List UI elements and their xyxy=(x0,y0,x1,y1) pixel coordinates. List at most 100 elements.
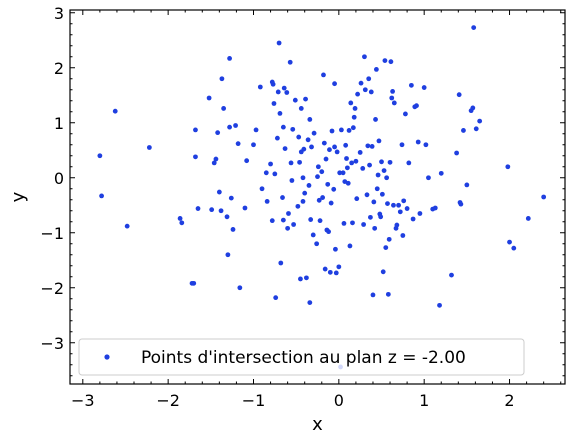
data-point xyxy=(507,239,512,245)
data-point xyxy=(308,217,314,222)
data-point xyxy=(389,95,395,101)
data-point xyxy=(97,153,103,159)
data-point xyxy=(269,218,275,224)
data-point xyxy=(406,160,412,166)
data-point xyxy=(328,200,334,206)
data-point xyxy=(403,111,408,117)
data-point xyxy=(385,291,391,297)
data-point xyxy=(307,300,313,305)
data-point xyxy=(271,101,277,106)
data-point xyxy=(383,245,389,251)
data-point xyxy=(295,203,301,209)
data-point xyxy=(321,72,326,78)
data-point xyxy=(244,158,250,164)
data-point xyxy=(112,108,118,114)
data-point xyxy=(292,97,298,103)
data-point xyxy=(458,201,464,207)
data-point xyxy=(353,158,359,164)
legend: Points d'intersection au plan z = -2.00 xyxy=(78,338,525,376)
data-point xyxy=(285,225,291,231)
data-point xyxy=(379,191,385,197)
y-tick-label: 1 xyxy=(54,114,64,133)
data-point xyxy=(362,54,367,60)
data-point xyxy=(382,58,388,63)
data-point xyxy=(289,178,295,183)
data-point xyxy=(381,168,387,174)
data-point xyxy=(281,85,287,91)
data-point xyxy=(124,223,130,229)
data-point xyxy=(305,137,311,143)
data-point xyxy=(541,194,547,200)
legend-box xyxy=(78,338,525,376)
data-point xyxy=(257,84,263,90)
data-point xyxy=(371,199,377,205)
data-point xyxy=(373,117,378,122)
data-point xyxy=(215,130,221,136)
data-point xyxy=(373,67,379,72)
data-point xyxy=(473,126,479,132)
data-point xyxy=(290,126,296,132)
data-point xyxy=(394,222,400,228)
data-point xyxy=(224,214,230,220)
data-point xyxy=(325,181,331,187)
data-point xyxy=(300,175,306,181)
data-point xyxy=(449,272,454,278)
data-point xyxy=(456,92,462,98)
data-point xyxy=(233,123,238,128)
data-point xyxy=(399,142,405,148)
data-point xyxy=(415,139,421,145)
data-point xyxy=(471,25,477,30)
data-point xyxy=(300,199,306,204)
data-point xyxy=(337,170,343,176)
data-point xyxy=(235,141,241,147)
data-point xyxy=(437,302,442,308)
data-point xyxy=(400,233,406,238)
data-point xyxy=(350,125,356,131)
data-point xyxy=(227,56,232,61)
data-point xyxy=(301,146,307,152)
data-point xyxy=(327,147,332,153)
data-point xyxy=(386,236,392,242)
data-point xyxy=(277,111,283,116)
data-point xyxy=(230,227,236,232)
data-point xyxy=(146,145,152,150)
data-point xyxy=(315,174,320,180)
points-layer xyxy=(97,25,547,370)
y-axis-title: y xyxy=(8,191,29,202)
data-point xyxy=(375,172,381,178)
data-point xyxy=(298,106,304,111)
data-point xyxy=(344,165,350,171)
x-tick-label: −2 xyxy=(156,391,180,410)
data-point xyxy=(368,89,374,95)
data-point xyxy=(397,209,403,215)
data-point xyxy=(332,81,337,87)
data-point xyxy=(410,216,416,222)
data-point xyxy=(432,205,438,211)
data-point xyxy=(303,96,308,102)
legend-label: Points d'intersection au plan z = -2.00 xyxy=(141,348,466,368)
data-point xyxy=(352,106,358,111)
data-point xyxy=(317,218,323,224)
data-point xyxy=(288,160,294,166)
data-point xyxy=(387,159,393,165)
data-point xyxy=(310,232,316,238)
data-point xyxy=(221,106,227,111)
data-point xyxy=(216,189,222,195)
data-point xyxy=(316,197,322,203)
data-point xyxy=(193,154,198,160)
data-point xyxy=(268,161,273,167)
data-point xyxy=(525,216,531,221)
data-point xyxy=(343,142,349,148)
data-point xyxy=(228,195,234,201)
data-point xyxy=(237,285,243,291)
data-point xyxy=(264,199,270,204)
data-point xyxy=(282,146,288,152)
data-point xyxy=(408,82,414,88)
data-point xyxy=(242,205,248,211)
data-point xyxy=(421,85,427,90)
data-point xyxy=(378,214,384,220)
y-tick-label: −1 xyxy=(40,224,64,243)
data-point xyxy=(345,180,351,186)
data-point xyxy=(311,130,317,136)
